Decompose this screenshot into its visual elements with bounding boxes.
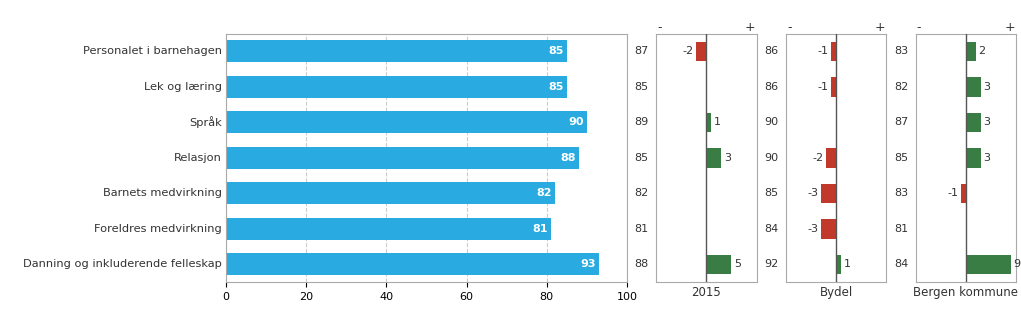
Text: -: - bbox=[787, 20, 791, 34]
Text: -1: -1 bbox=[947, 188, 959, 199]
Bar bbox=[696, 42, 707, 61]
Text: 93: 93 bbox=[580, 259, 595, 269]
Text: -2: -2 bbox=[813, 153, 824, 163]
Text: 88: 88 bbox=[561, 153, 576, 163]
Bar bbox=[821, 184, 836, 203]
Text: -: - bbox=[917, 20, 921, 34]
Bar bbox=[961, 184, 966, 203]
Text: 2: 2 bbox=[978, 46, 985, 56]
Text: Barnets medvirkning: Barnets medvirkning bbox=[103, 188, 222, 199]
Text: Lek og læring: Lek og læring bbox=[144, 82, 222, 92]
Text: 89: 89 bbox=[634, 117, 648, 127]
Text: -: - bbox=[658, 20, 662, 34]
Text: 88: 88 bbox=[634, 259, 648, 269]
Bar bbox=[831, 77, 836, 97]
Text: -1: -1 bbox=[818, 46, 829, 56]
Text: -2: -2 bbox=[683, 46, 694, 56]
Text: Danning og inkluderende felleskap: Danning og inkluderende felleskap bbox=[23, 259, 222, 269]
Bar bbox=[227, 40, 567, 62]
Text: 85: 85 bbox=[634, 82, 648, 92]
Text: 3: 3 bbox=[724, 153, 731, 163]
Text: -1: -1 bbox=[818, 82, 829, 92]
Text: 90: 90 bbox=[568, 117, 584, 127]
Text: +: + bbox=[1005, 20, 1015, 34]
Text: 86: 86 bbox=[765, 46, 778, 56]
Text: -3: -3 bbox=[808, 224, 819, 234]
Text: 82: 82 bbox=[893, 82, 908, 92]
Bar bbox=[707, 113, 712, 132]
Text: +: + bbox=[745, 20, 756, 34]
Bar bbox=[227, 76, 567, 98]
Bar bbox=[707, 255, 731, 274]
Bar bbox=[966, 148, 981, 168]
Text: 84: 84 bbox=[893, 259, 908, 269]
Text: Relasjon: Relasjon bbox=[175, 153, 222, 163]
Text: 81: 81 bbox=[532, 224, 547, 234]
Bar bbox=[707, 148, 722, 168]
Bar bbox=[836, 255, 841, 274]
Text: 87: 87 bbox=[893, 117, 908, 127]
Text: 81: 81 bbox=[634, 224, 648, 234]
Text: Språk: Språk bbox=[189, 117, 222, 128]
Text: Personalet i barnehagen: Personalet i barnehagen bbox=[83, 46, 222, 56]
Text: 85: 85 bbox=[894, 153, 908, 163]
X-axis label: 2015: 2015 bbox=[691, 286, 721, 299]
Bar bbox=[966, 77, 981, 97]
Text: 90: 90 bbox=[765, 117, 778, 127]
Text: 81: 81 bbox=[894, 224, 908, 234]
Text: 1: 1 bbox=[714, 117, 721, 127]
Text: 85: 85 bbox=[634, 153, 648, 163]
Text: 85: 85 bbox=[765, 188, 778, 199]
Bar bbox=[227, 147, 579, 169]
Bar bbox=[227, 182, 554, 204]
Text: 85: 85 bbox=[548, 82, 564, 92]
Text: 87: 87 bbox=[634, 46, 648, 56]
Bar bbox=[966, 113, 981, 132]
Text: 90: 90 bbox=[765, 153, 778, 163]
Text: 85: 85 bbox=[548, 46, 564, 56]
X-axis label: Bergen kommune: Bergen kommune bbox=[914, 286, 1018, 299]
Text: 83: 83 bbox=[894, 188, 908, 199]
Text: 9: 9 bbox=[1014, 259, 1021, 269]
Text: 3: 3 bbox=[983, 153, 990, 163]
Text: 92: 92 bbox=[764, 259, 778, 269]
Text: 82: 82 bbox=[634, 188, 648, 199]
Text: 83: 83 bbox=[894, 46, 908, 56]
Text: 84: 84 bbox=[764, 224, 778, 234]
Text: 1: 1 bbox=[843, 259, 850, 269]
Text: +: + bbox=[875, 20, 885, 34]
Text: Foreldres medvirkning: Foreldres medvirkning bbox=[94, 224, 222, 234]
Bar bbox=[831, 42, 836, 61]
Bar bbox=[821, 219, 836, 239]
Text: 3: 3 bbox=[983, 82, 990, 92]
Bar bbox=[227, 112, 587, 133]
Text: 3: 3 bbox=[983, 117, 990, 127]
Bar bbox=[227, 218, 550, 240]
Text: 82: 82 bbox=[536, 188, 551, 199]
Bar bbox=[826, 148, 836, 168]
Text: 5: 5 bbox=[734, 259, 741, 269]
Text: 86: 86 bbox=[765, 82, 778, 92]
Text: -3: -3 bbox=[808, 188, 819, 199]
Bar bbox=[966, 255, 1011, 274]
X-axis label: Bydel: Bydel bbox=[820, 286, 853, 299]
Bar bbox=[966, 42, 976, 61]
Bar bbox=[227, 253, 598, 276]
